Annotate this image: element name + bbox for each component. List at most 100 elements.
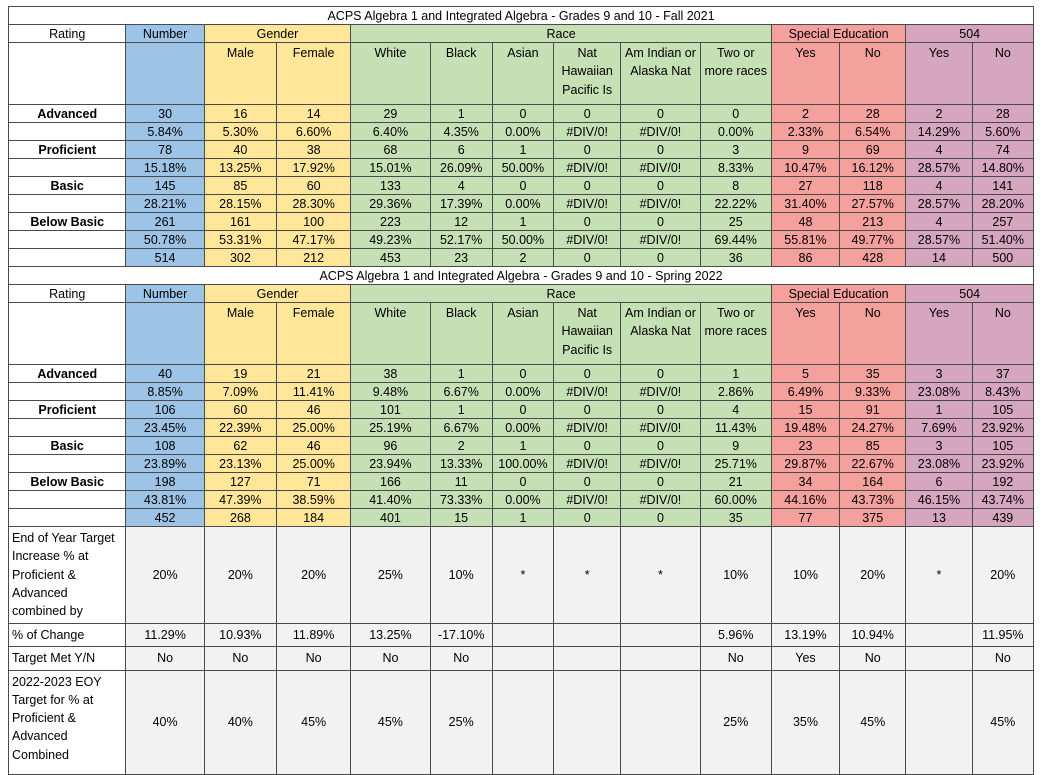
total-cell: 452 bbox=[125, 508, 205, 527]
total-cell: 35 bbox=[699, 508, 772, 527]
subheader-row: Male Female White Black Asian Nat Hawaiian Pa… bbox=[7, 42, 1035, 105]
percent-cell: 69.44% bbox=[699, 230, 772, 249]
footer-row: 2022-2023 EOY Target for % at Proficient… bbox=[7, 669, 1035, 775]
footer-cell bbox=[905, 669, 973, 775]
count-cell: 6 bbox=[429, 140, 493, 159]
footer-row: End of Year Target Increase % at Profici… bbox=[7, 526, 1035, 624]
percent-cell: 43.81% bbox=[125, 490, 205, 509]
percent-cell: 28.57% bbox=[905, 230, 973, 249]
percent-cell: 100.00% bbox=[491, 454, 555, 473]
percent-cell: 51.40% bbox=[971, 230, 1035, 249]
percent-cell: 6.54% bbox=[839, 122, 907, 141]
percent-cell: 25.00% bbox=[275, 454, 352, 473]
percent-cell: 16.12% bbox=[839, 158, 907, 177]
percent-cell: #DIV/0! bbox=[620, 418, 701, 437]
footer-row: Target Met Y/N No No No No No No Yes No No bbox=[7, 646, 1035, 671]
column-header: Male bbox=[203, 42, 278, 105]
percent-cell: 17.39% bbox=[429, 194, 493, 213]
percent-cell: 28.57% bbox=[905, 194, 973, 213]
percent-cell: 23.89% bbox=[125, 454, 205, 473]
footer-cell: * bbox=[491, 526, 555, 624]
percent-cell: 28.30% bbox=[275, 194, 352, 213]
count-cell: 0 bbox=[491, 176, 555, 195]
column-header: Yes bbox=[770, 42, 841, 105]
footer-cell: 45% bbox=[350, 669, 431, 775]
percent-cell: 0.00% bbox=[491, 418, 555, 437]
table-row: Below Basic 198 127 71 166 11 0 0 0 21 34 164 6 192 bbox=[7, 472, 1035, 491]
total-cell: 77 bbox=[770, 508, 841, 527]
total-cell: 86 bbox=[770, 248, 841, 267]
count-cell: 3 bbox=[699, 140, 772, 159]
count-cell: 46 bbox=[275, 436, 352, 455]
count-cell: 0 bbox=[491, 472, 555, 491]
count-cell: 60 bbox=[275, 176, 352, 195]
count-cell: 85 bbox=[839, 436, 907, 455]
count-cell: 133 bbox=[350, 176, 431, 195]
total-cell: 0 bbox=[620, 508, 701, 527]
percent-cell: 25.19% bbox=[350, 418, 431, 437]
count-cell: 105 bbox=[971, 436, 1035, 455]
footer-cell: 35% bbox=[770, 669, 841, 775]
rating-label: Advanced bbox=[7, 364, 127, 383]
504-header: 504 bbox=[905, 24, 1034, 43]
footer-cell: 5.96% bbox=[699, 622, 772, 648]
footer-cell: 45% bbox=[275, 669, 352, 775]
footer-cell: 13.19% bbox=[770, 622, 841, 648]
footer-cell bbox=[553, 669, 622, 775]
percent-cell: 9.48% bbox=[350, 382, 431, 401]
count-cell: 0 bbox=[620, 436, 701, 455]
percent-cell: 0.00% bbox=[491, 122, 555, 141]
percent-cell: 50.00% bbox=[491, 230, 555, 249]
percent-cell: 41.40% bbox=[350, 490, 431, 509]
count-cell: 23 bbox=[770, 436, 841, 455]
count-cell: 0 bbox=[553, 436, 622, 455]
percent-cell: 23.92% bbox=[971, 454, 1035, 473]
count-cell: 62 bbox=[203, 436, 278, 455]
count-cell: 96 bbox=[350, 436, 431, 455]
percent-cell: 0.00% bbox=[491, 194, 555, 213]
count-cell: 46 bbox=[275, 400, 352, 419]
percent-cell: 46.15% bbox=[905, 490, 973, 509]
blank-cell bbox=[125, 42, 205, 105]
percent-cell: #DIV/0! bbox=[553, 490, 622, 509]
total-cell: 1 bbox=[491, 508, 555, 527]
percent-cell: 28.57% bbox=[905, 158, 973, 177]
footer-cell: Yes bbox=[770, 646, 841, 671]
count-cell: 0 bbox=[620, 212, 701, 231]
percent-cell: #DIV/0! bbox=[553, 454, 622, 473]
total-cell: 2 bbox=[491, 248, 555, 267]
count-cell: 14 bbox=[275, 104, 352, 123]
column-header: Yes bbox=[905, 42, 973, 105]
table-row: Basic 145 85 60 133 4 0 0 0 8 27 118 4 141 bbox=[7, 176, 1035, 195]
column-header: No bbox=[839, 302, 907, 365]
footer-cell: No bbox=[971, 646, 1035, 671]
table-row: 23.89% 23.13% 25.00% 23.94% 13.33% 100.00% #DI… bbox=[7, 454, 1035, 473]
count-cell: 0 bbox=[699, 104, 772, 123]
percent-cell: 47.17% bbox=[275, 230, 352, 249]
total-cell: 0 bbox=[620, 248, 701, 267]
blank-cell bbox=[7, 248, 127, 267]
count-cell: 38 bbox=[275, 140, 352, 159]
footer-cell: 40% bbox=[125, 669, 205, 775]
count-cell: 9 bbox=[770, 140, 841, 159]
footer-cell: * bbox=[553, 526, 622, 624]
percent-cell: 14.80% bbox=[971, 158, 1035, 177]
number-header: Number bbox=[125, 284, 205, 303]
count-cell: 8 bbox=[699, 176, 772, 195]
percent-cell: 19.48% bbox=[770, 418, 841, 437]
percent-cell: 8.43% bbox=[971, 382, 1035, 401]
count-cell: 192 bbox=[971, 472, 1035, 491]
percent-cell: 29.87% bbox=[770, 454, 841, 473]
count-cell: 78 bbox=[125, 140, 205, 159]
percent-cell: 11.41% bbox=[275, 382, 352, 401]
percent-cell: 23.13% bbox=[203, 454, 278, 473]
percent-cell: 6.67% bbox=[429, 418, 493, 437]
footer-cell: 25% bbox=[429, 669, 493, 775]
count-cell: 118 bbox=[839, 176, 907, 195]
race-header: Race bbox=[350, 284, 772, 303]
group-header-row: Rating Number Gender Race Special Education 5… bbox=[7, 24, 1034, 43]
count-cell: 164 bbox=[839, 472, 907, 491]
count-cell: 1 bbox=[491, 436, 555, 455]
count-cell: 0 bbox=[553, 212, 622, 231]
count-cell: 37 bbox=[971, 364, 1035, 383]
